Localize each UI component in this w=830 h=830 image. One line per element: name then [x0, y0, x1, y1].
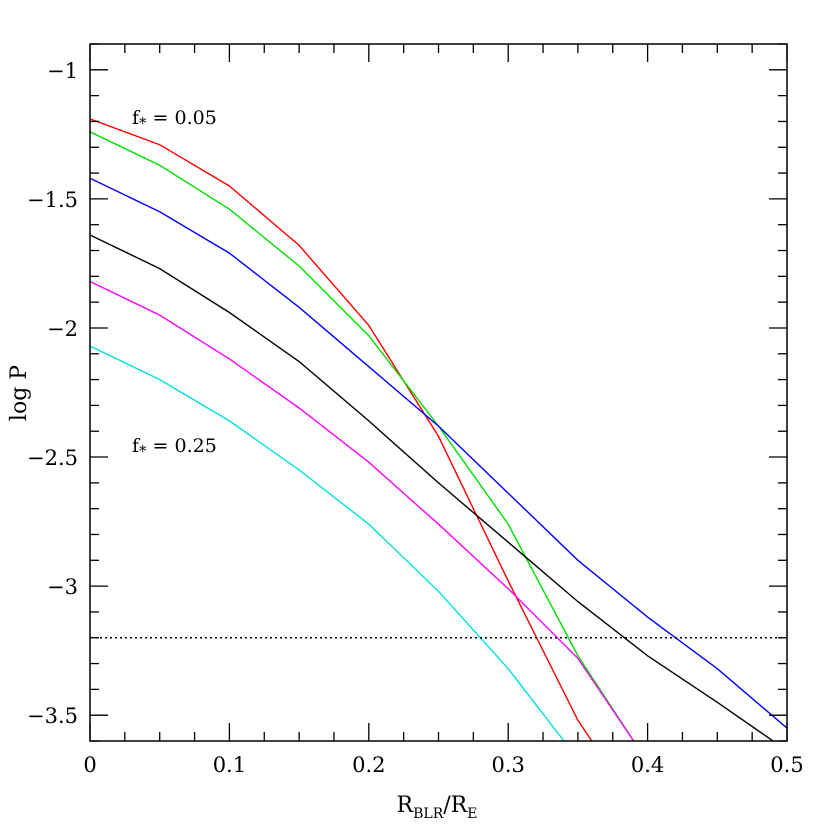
- y-tick-label: −3: [47, 575, 78, 599]
- series-line-6: [90, 345, 565, 741]
- y-tick-label: −1: [47, 59, 78, 83]
- tick-layer: [89, 43, 788, 742]
- y-tick-label: −2.5: [27, 446, 78, 470]
- x-tick-label: 0.4: [631, 753, 664, 777]
- x-tick-label: 0.5: [770, 753, 803, 777]
- y-axis-title: log P: [7, 365, 32, 421]
- series-line-5: [90, 280, 635, 741]
- series-line-3: [90, 177, 787, 729]
- plot-frame: [89, 43, 788, 742]
- x-tick-label: 0: [83, 753, 96, 777]
- x-tick-label: 0.1: [213, 753, 246, 777]
- annotation-top: f* = 0.05: [132, 107, 217, 132]
- series-layer: [90, 118, 787, 741]
- series-line-2: [90, 131, 635, 741]
- annotation-bottom: f* = 0.25: [132, 435, 217, 460]
- y-tick-label: −1.5: [27, 188, 78, 212]
- x-tick-label: 0.2: [352, 753, 385, 777]
- x-tick-labels: 0 0.1 0.2 0.3 0.4 0.5: [83, 753, 803, 777]
- x-tick-label: 0.3: [491, 753, 524, 777]
- y-tick-label: −2: [47, 317, 78, 341]
- series-line-4: [90, 234, 774, 741]
- y-tick-labels: −1 −1.5 −2 −2.5 −3 −3.5: [27, 59, 78, 728]
- series-line-1: [90, 118, 593, 741]
- x-axis-title: RBLR/RE: [397, 793, 478, 822]
- y-tick-label: −3.5: [27, 704, 78, 728]
